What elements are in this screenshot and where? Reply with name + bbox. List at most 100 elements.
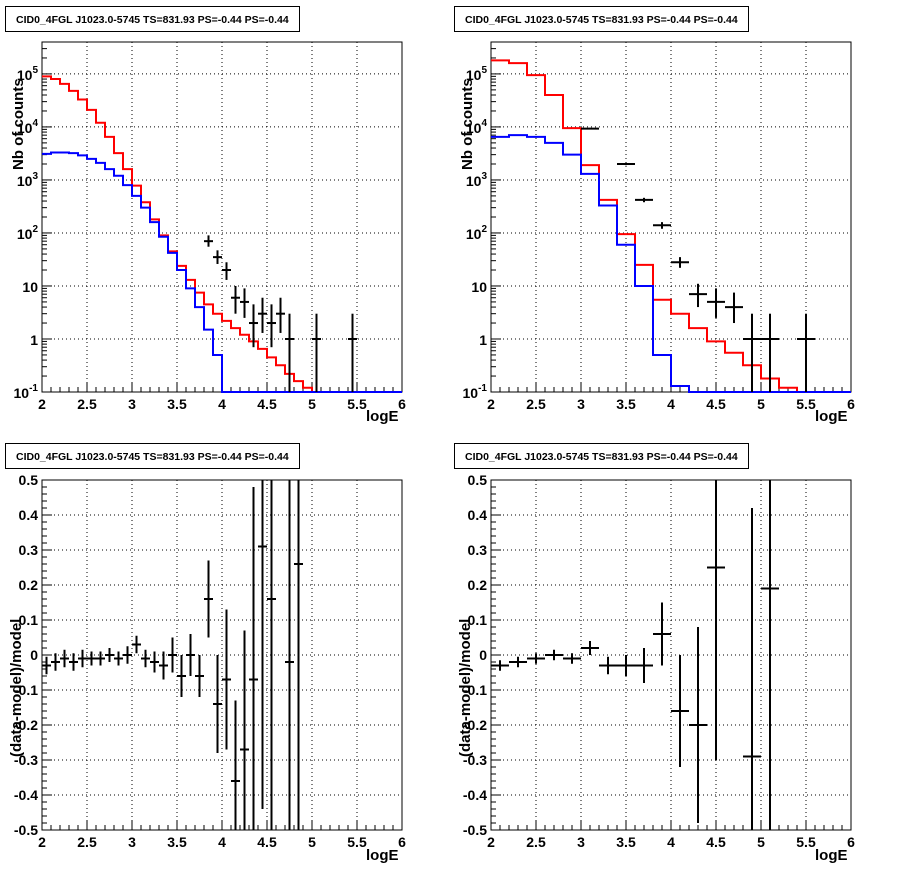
data-point bbox=[51, 653, 60, 671]
data-point bbox=[240, 288, 249, 318]
chart-counts-fine: 2 2.5 3 3.5 4 4.5 5 5.5 6 10-1 1 10 102 103 104 105 bbox=[14, 41, 406, 412]
y-tick-label: -0.3 bbox=[14, 752, 38, 768]
data-point bbox=[114, 651, 123, 666]
data-point bbox=[312, 313, 321, 392]
y-tick-label: 102 bbox=[466, 224, 488, 242]
y-tick-label: 0.3 bbox=[19, 542, 39, 558]
data-point bbox=[348, 313, 357, 392]
data-point bbox=[617, 162, 635, 166]
y-tick-label: 0 bbox=[30, 647, 38, 663]
data-points bbox=[204, 235, 357, 392]
data-point bbox=[222, 609, 231, 750]
panel-counts-coarse: 2 2.5 3 3.5 4 4.5 5 5.5 6 10-1 1 10 102 103 104 105 CID… bbox=[449, 0, 898, 437]
data-point bbox=[132, 635, 141, 654]
data-points bbox=[491, 480, 779, 830]
histogram-series bbox=[491, 134, 851, 393]
data-points bbox=[42, 480, 303, 830]
x-ticks: 2 2.5 3 3.5 4 4.5 5 5.5 6 bbox=[487, 382, 855, 412]
x-tick-label: 2 bbox=[38, 396, 46, 412]
data-point bbox=[105, 648, 114, 662]
x-tick-label: 3 bbox=[577, 834, 585, 850]
chart-residual-fine: 2 2.5 3 3.5 4 4.5 5 5.5 6 -0.5 -0.4 -0.3 -0.2 -0.1 0 0.… bbox=[14, 472, 406, 850]
data-point bbox=[671, 257, 689, 268]
data-point bbox=[276, 297, 285, 333]
histogram-series bbox=[42, 151, 402, 393]
panel-residual-fine: 2 2.5 3 3.5 4 4.5 5 5.5 6 -0.5 -0.4 -0.3 -0.2 -0.1 0 0.… bbox=[0, 437, 449, 874]
y-axis-label: Nb of counts bbox=[459, 78, 476, 170]
y-tick-label: -0.1 bbox=[463, 682, 487, 698]
x-tick-label: 5.5 bbox=[347, 834, 367, 850]
x-tick-label: 3.5 bbox=[616, 396, 636, 412]
data-point bbox=[653, 602, 671, 666]
y-ticks: 10-1 1 10 102 103 104 105 bbox=[14, 41, 52, 401]
data-point bbox=[231, 285, 240, 314]
y-tick-label: 10 bbox=[471, 279, 487, 295]
data-point bbox=[249, 304, 258, 348]
data-point bbox=[509, 656, 527, 668]
y-ticks: -0.5 -0.4 -0.3 -0.2 -0.1 0 0.1 0.2 0.3 0.4 0.5 bbox=[14, 472, 52, 838]
data-point bbox=[743, 313, 761, 392]
y-tick-label: 0.5 bbox=[19, 472, 39, 488]
y-tick-label: 102 bbox=[17, 224, 39, 242]
data-point bbox=[177, 655, 186, 697]
x-tick-label: 4.5 bbox=[706, 396, 726, 412]
y-ticks: 10-1 1 10 102 103 104 105 bbox=[463, 41, 501, 401]
x-tick-label: 3 bbox=[128, 834, 136, 850]
data-point bbox=[267, 480, 276, 830]
x-tick-label: 6 bbox=[398, 834, 406, 850]
y-axis-label: (data-model)/model bbox=[457, 618, 474, 757]
y-tick-label: 0.2 bbox=[468, 577, 488, 593]
x-tick-label: 3 bbox=[577, 396, 585, 412]
data-point bbox=[150, 651, 159, 673]
data-point bbox=[213, 655, 222, 753]
data-point bbox=[599, 656, 617, 675]
panel-residual-coarse: 2 2.5 3 3.5 4 4.5 5 5.5 6 -0.5 -0.4 -0.3 -0.2 -0.1 0 0.… bbox=[449, 437, 898, 874]
data-point bbox=[581, 641, 599, 655]
data-point bbox=[743, 508, 761, 830]
data-point bbox=[285, 480, 294, 830]
x-tick-label: 6 bbox=[847, 834, 855, 850]
data-point bbox=[761, 480, 779, 830]
data-point bbox=[689, 627, 707, 823]
data-point bbox=[78, 649, 87, 668]
data-point bbox=[69, 653, 78, 671]
x-tick-label: 6 bbox=[398, 396, 406, 412]
y-tick-label: -0.3 bbox=[463, 752, 487, 768]
x-tick-label: 3.5 bbox=[167, 834, 187, 850]
data-points bbox=[581, 127, 815, 392]
x-axis-label: logE bbox=[815, 847, 848, 864]
chart-residual-coarse: 2 2.5 3 3.5 4 4.5 5 5.5 6 -0.5 -0.4 -0.3 -0.2 -0.1 0 0.… bbox=[463, 472, 855, 850]
data-point bbox=[671, 655, 689, 767]
y-tick-label: 103 bbox=[17, 171, 39, 189]
data-point bbox=[141, 649, 150, 668]
y-tick-label: -0.2 bbox=[14, 717, 38, 733]
x-tick-label: 5.5 bbox=[796, 834, 816, 850]
data-point bbox=[797, 313, 815, 392]
y-tick-label: 10-1 bbox=[463, 383, 488, 401]
x-tick-label: 2 bbox=[487, 834, 495, 850]
data-point bbox=[249, 487, 258, 830]
y-tick-label: 104 bbox=[17, 118, 39, 136]
y-tick-label: -0.4 bbox=[14, 787, 38, 803]
data-point bbox=[267, 304, 276, 348]
x-tick-label: 4 bbox=[667, 834, 675, 850]
data-point bbox=[635, 197, 653, 203]
y-tick-label: 0.3 bbox=[468, 542, 488, 558]
data-point bbox=[653, 222, 671, 229]
chart-title: CID0_4FGL J1023.0-5745 TS=831.93 PS=-0.4… bbox=[454, 443, 749, 469]
x-ticks: 2 2.5 3 3.5 4 4.5 5 5.5 6 bbox=[38, 820, 406, 850]
y-ticks: -0.5 -0.4 -0.3 -0.2 -0.1 0 0.1 0.2 0.3 0.4 0.5 bbox=[463, 472, 501, 838]
data-point bbox=[527, 653, 545, 664]
y-tick-label: 0.1 bbox=[19, 612, 39, 628]
data-point bbox=[204, 235, 213, 247]
x-tick-label: 4 bbox=[667, 396, 675, 412]
x-tick-label: 5.5 bbox=[347, 396, 367, 412]
y-tick-label: 0.1 bbox=[468, 612, 488, 628]
data-point bbox=[87, 651, 96, 666]
data-point bbox=[635, 648, 653, 683]
data-point bbox=[707, 480, 725, 760]
data-point bbox=[285, 313, 294, 392]
x-tick-label: 5.5 bbox=[796, 396, 816, 412]
data-point bbox=[707, 288, 725, 318]
x-tick-label: 3.5 bbox=[616, 834, 636, 850]
